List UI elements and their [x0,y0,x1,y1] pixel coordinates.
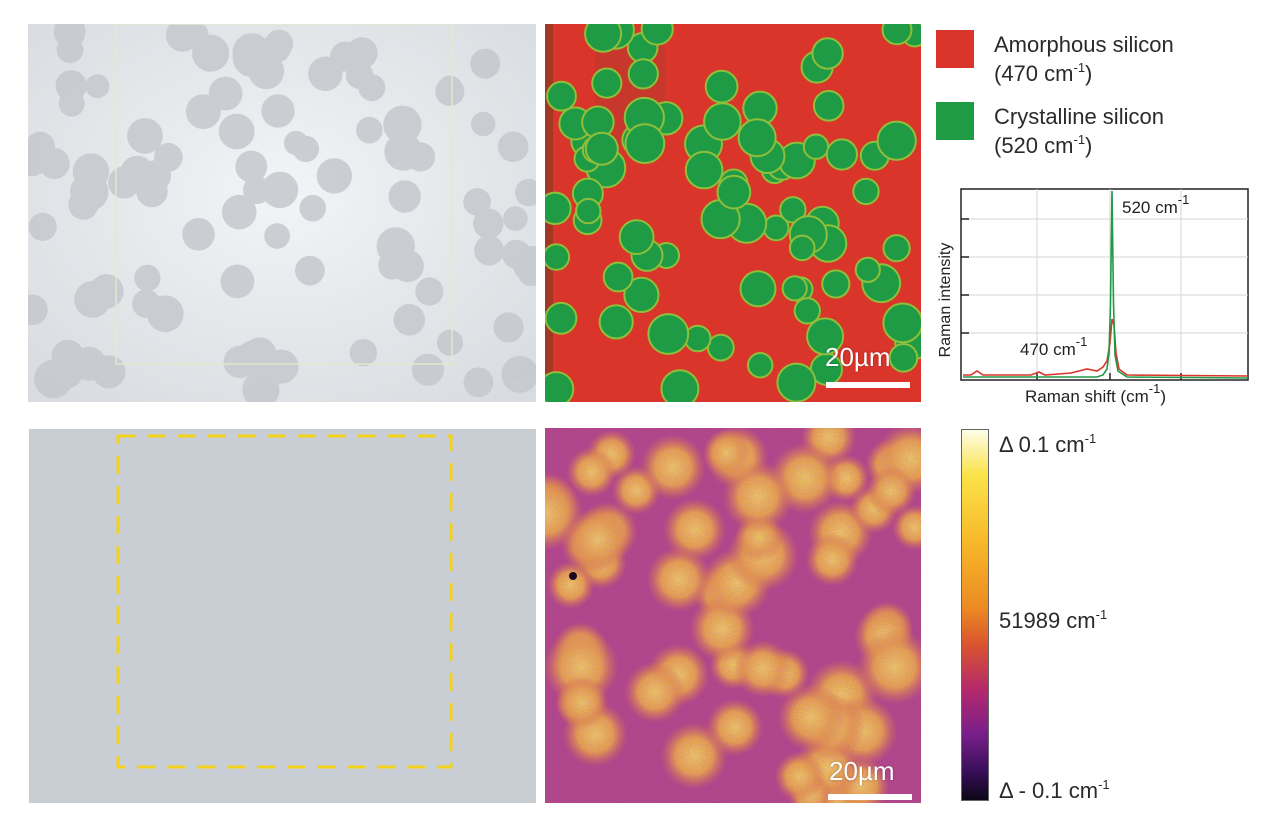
raman-phase-map: 20µm [545,24,921,402]
peak-label-520: 520 cm-1 [1122,192,1190,217]
roi-dashed-box [116,434,453,769]
colorbar-mid-label: 51989 cm-1 [999,607,1108,633]
color-scale-bar [961,429,989,801]
peak-label-470: 470 cm-1 [1020,334,1088,359]
legend-swatch-red [936,30,974,68]
scale-bar-bottom [828,794,912,800]
scale-bar-label-top: 20µm [825,342,891,372]
raman-spectrum-plot [960,188,1249,381]
legend-wavenumber-amorphous: (470 cm [994,61,1074,86]
legend-label-crystalline: Crystalline silicon [994,104,1164,129]
spectrum-line-amorphous [963,318,1249,377]
spectrum-y-axis-label: Raman intensity [937,242,954,358]
legend-swatch-green [936,102,974,140]
colorbar-top-label: Δ 0.1 cm-1 [999,431,1097,457]
roi-panel [29,429,536,803]
peak-shift-heatmap: 20µm [545,428,921,803]
optical-micrograph [28,24,536,402]
spectrum-x-axis-label: Raman shift (cm-1) [1025,381,1166,406]
spectrum-line-crystalline [963,190,1249,379]
legend-label-amorphous: Amorphous silicon [994,32,1174,57]
colorbar-bottom-label: Δ - 0.1 cm-1 [999,777,1110,803]
scale-bar-label-bottom: 20µm [829,756,895,786]
legend-wavenumber-crystalline: (520 cm [994,133,1074,158]
scale-bar-top [826,382,910,388]
